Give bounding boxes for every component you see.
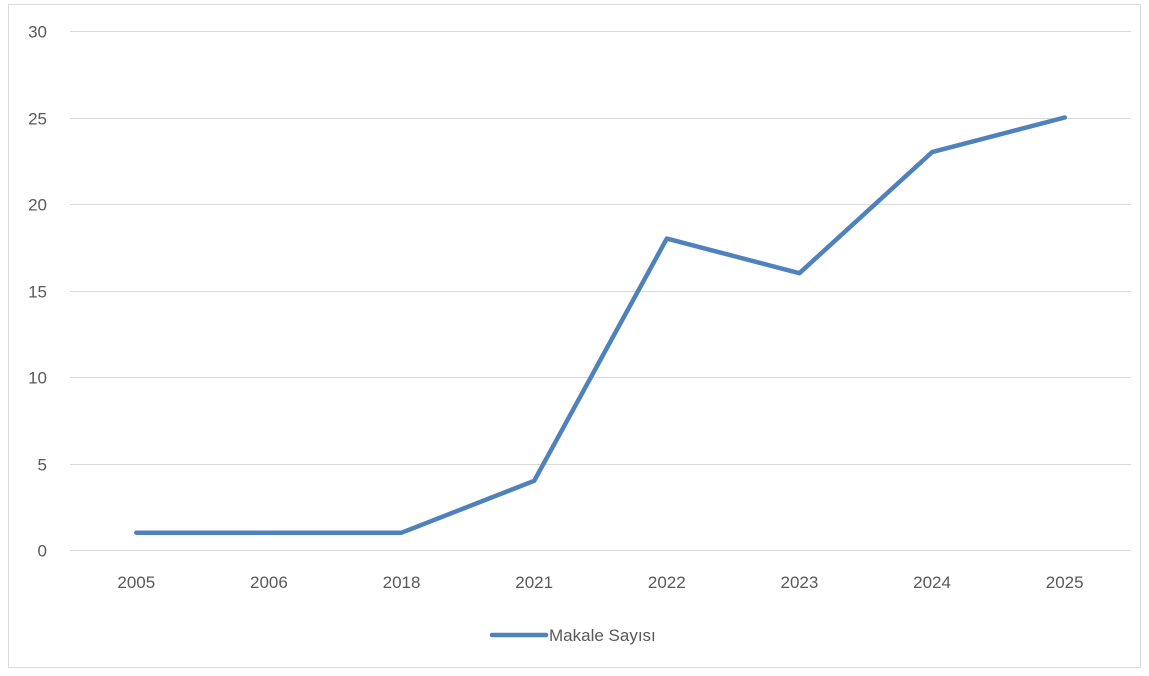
x-tick-label: 2023 xyxy=(781,573,819,592)
x-axis-tick-labels: 2005 2006 2018 2021 2022 2023 2024 2025 xyxy=(117,573,1083,592)
x-tick-label: 2024 xyxy=(913,573,951,592)
data-point xyxy=(664,236,669,241)
x-tick-label: 2025 xyxy=(1046,573,1084,592)
data-point xyxy=(930,150,935,155)
data-point xyxy=(134,530,139,535)
legend-label-makale-sayisi: Makale Sayısı xyxy=(549,626,656,645)
series-line-0 xyxy=(134,115,1067,535)
data-point xyxy=(399,530,404,535)
legend: Makale Sayısı xyxy=(489,626,656,645)
chart-frame xyxy=(8,4,1141,668)
gridlines xyxy=(70,31,1131,551)
data-point xyxy=(1062,115,1067,120)
x-tick-label: 2022 xyxy=(648,573,686,592)
data-point xyxy=(532,478,537,483)
series-layer xyxy=(134,115,1067,535)
x-tick-label: 2021 xyxy=(515,573,553,592)
y-tick-label: 0 xyxy=(38,542,47,561)
x-tick-label: 2006 xyxy=(250,573,288,592)
data-point xyxy=(797,271,802,276)
data-point xyxy=(266,530,271,535)
y-tick-label: 25 xyxy=(28,110,47,129)
y-tick-label: 5 xyxy=(38,456,47,475)
y-tick-label: 20 xyxy=(28,196,47,215)
y-axis-tick-labels: 0 5 10 15 20 25 30 xyxy=(28,23,47,561)
x-tick-label: 2005 xyxy=(117,573,155,592)
y-tick-label: 10 xyxy=(28,369,47,388)
y-tick-label: 30 xyxy=(28,23,47,42)
y-tick-label: 15 xyxy=(28,283,47,302)
x-tick-label: 2018 xyxy=(383,573,421,592)
